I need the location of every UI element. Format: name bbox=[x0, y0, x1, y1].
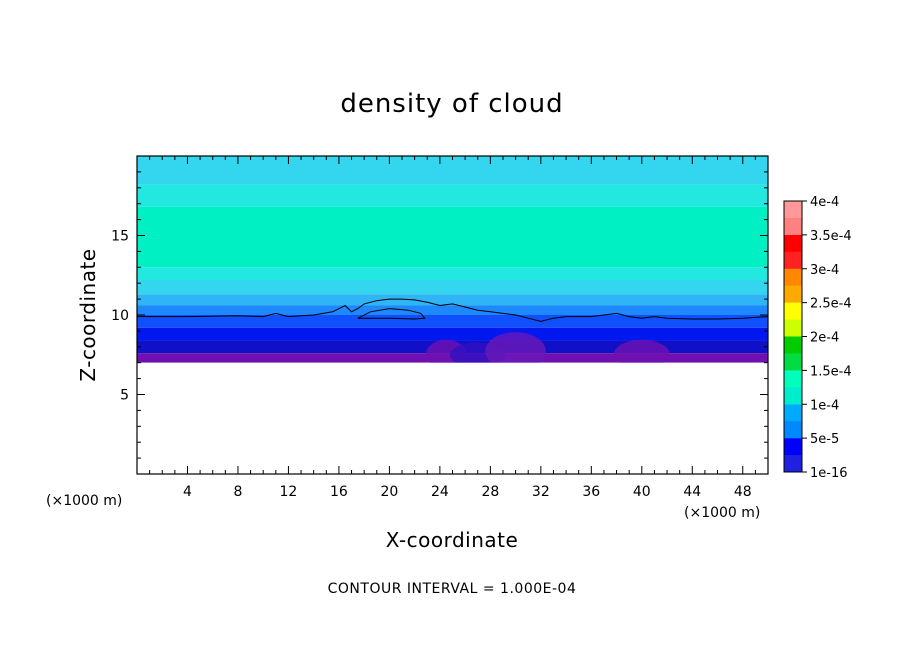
x-tick-label-40: 40 bbox=[633, 484, 651, 500]
x-tick-label-8: 8 bbox=[233, 484, 242, 500]
x-axis-label: X-coordinate bbox=[386, 528, 519, 552]
x-tick-label-36: 36 bbox=[582, 484, 600, 500]
x-tick-label-48: 48 bbox=[734, 484, 752, 500]
cloud-band-5 bbox=[137, 294, 768, 306]
colorbar-label-5: 1.5e-4 bbox=[810, 364, 852, 379]
colorbar-label-6: 1e-4 bbox=[810, 398, 839, 413]
chart-title: density of cloud bbox=[340, 89, 563, 119]
x-tick-label-44: 44 bbox=[683, 484, 701, 500]
colorbar-label-1: 3.5e-4 bbox=[810, 229, 852, 244]
y-tick-label-15: 15 bbox=[111, 229, 129, 245]
cloud-band-6 bbox=[137, 305, 768, 315]
y-tick-label-10: 10 bbox=[111, 308, 129, 324]
colorbar-subsegment-3 bbox=[784, 319, 802, 337]
colorbar-subsegment-7 bbox=[784, 455, 802, 472]
base-feature-2 bbox=[485, 332, 546, 371]
colorbar-subsegment-4 bbox=[784, 353, 802, 371]
contour-loop bbox=[357, 308, 426, 320]
x-tick-label-32: 32 bbox=[532, 484, 550, 500]
y-axis-label: Z-coordinate bbox=[76, 248, 100, 381]
colorbar-label-8: 1e-16 bbox=[810, 466, 848, 481]
colorbar-label-7: 5e-5 bbox=[810, 432, 839, 447]
x-tick-label-12: 12 bbox=[280, 484, 298, 500]
plot-content bbox=[137, 156, 768, 474]
y-tick-label-5: 5 bbox=[120, 388, 129, 404]
cloud-band-2 bbox=[137, 206, 768, 268]
cloud-band-1 bbox=[137, 184, 768, 207]
x-tick-label-24: 24 bbox=[431, 484, 449, 500]
x-tick-label-4: 4 bbox=[183, 484, 192, 500]
colorbar-label-0: 4e-4 bbox=[810, 195, 839, 210]
base-feature-3 bbox=[614, 339, 670, 369]
x-tick-label-20: 20 bbox=[380, 484, 398, 500]
x-tick-label-16: 16 bbox=[330, 484, 348, 500]
cloud-band-0 bbox=[137, 156, 768, 185]
colorbar-subsegment-0 bbox=[784, 217, 802, 235]
colorbar-label-3: 2.5e-4 bbox=[810, 297, 852, 312]
colorbar-label-2: 3e-4 bbox=[810, 263, 839, 278]
colorbar-label-4: 2e-4 bbox=[810, 331, 839, 346]
colorbar-subsegment-5 bbox=[784, 387, 802, 405]
cloud-band-7 bbox=[137, 315, 768, 328]
contour-line-1e-4 bbox=[137, 298, 768, 322]
x-unit-label: (×1000 m) bbox=[684, 505, 760, 521]
x-tick-label-28: 28 bbox=[481, 484, 499, 500]
cloud-band-4 bbox=[137, 280, 768, 295]
colorbar-subsegment-2 bbox=[784, 285, 802, 303]
cloud-band-8 bbox=[137, 327, 768, 341]
colorbar-subsegment-6 bbox=[784, 421, 802, 439]
z-unit-label: (×1000 m) bbox=[46, 493, 122, 509]
clear-air-region bbox=[137, 362, 768, 474]
colorbar-subsegment-1 bbox=[784, 251, 802, 269]
colorbar: 4e-4 3.5e-4 3e-4 2.5e-4 2e-4 1.5e-4 1e-4 5e-5 1e… bbox=[783, 195, 852, 481]
cloud-band-3 bbox=[137, 267, 768, 281]
contour-interval-note: CONTOUR INTERVAL = 1.000E-04 bbox=[328, 581, 577, 597]
plot-area bbox=[137, 156, 768, 474]
